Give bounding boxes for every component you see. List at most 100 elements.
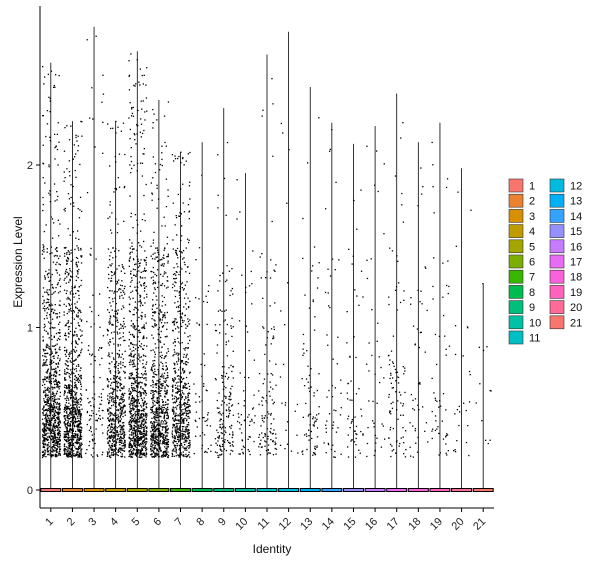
data-point <box>135 399 137 401</box>
data-point <box>54 383 56 385</box>
data-point <box>154 163 157 165</box>
data-point <box>123 444 125 446</box>
data-point <box>56 444 58 446</box>
data-point <box>189 410 191 412</box>
data-point <box>75 425 77 427</box>
data-point <box>107 379 109 381</box>
data-point <box>81 427 83 429</box>
data-point <box>142 326 144 328</box>
data-point <box>155 414 157 416</box>
data-point <box>74 248 76 251</box>
data-point <box>174 302 176 304</box>
data-point <box>145 434 147 436</box>
data-point <box>195 420 197 423</box>
data-point <box>49 403 51 405</box>
data-point <box>166 406 169 408</box>
data-point <box>53 432 56 434</box>
jitter-points-3 <box>85 35 105 458</box>
data-point <box>56 392 58 394</box>
data-point <box>167 403 169 405</box>
data-point <box>162 382 164 385</box>
data-point <box>143 414 145 416</box>
data-point <box>91 410 93 412</box>
data-point <box>142 348 144 350</box>
data-point <box>171 395 174 397</box>
data-point <box>151 417 153 419</box>
data-point <box>112 127 114 129</box>
data-point <box>135 380 137 382</box>
data-point <box>43 426 46 428</box>
data-point <box>131 415 133 417</box>
data-point <box>177 441 180 443</box>
data-point <box>154 437 156 440</box>
data-point <box>138 281 141 283</box>
data-point <box>161 362 164 365</box>
data-point <box>67 438 69 440</box>
data-point <box>53 357 55 359</box>
data-point <box>152 399 154 401</box>
data-point <box>167 439 170 441</box>
data-point <box>53 435 56 437</box>
data-point <box>186 410 188 412</box>
data-point <box>43 406 45 408</box>
data-point <box>123 431 126 433</box>
data-point <box>79 429 81 431</box>
data-point <box>139 395 141 397</box>
data-point <box>53 417 56 419</box>
data-point <box>47 453 50 456</box>
data-point <box>129 364 131 366</box>
data-point <box>49 363 51 366</box>
data-point <box>179 445 181 447</box>
data-point <box>46 289 48 291</box>
data-point <box>165 390 167 392</box>
data-point <box>73 398 75 400</box>
data-point <box>165 287 168 289</box>
data-point <box>198 417 201 420</box>
data-point <box>167 376 169 379</box>
data-point <box>118 362 120 365</box>
data-point <box>56 133 58 135</box>
data-point <box>114 367 117 369</box>
data-point <box>90 363 92 365</box>
data-point <box>116 439 118 441</box>
data-point <box>43 326 45 329</box>
data-point <box>49 372 51 374</box>
data-point <box>150 435 152 437</box>
data-point <box>108 452 110 454</box>
data-point <box>139 300 141 303</box>
data-point <box>54 437 56 439</box>
data-point <box>113 375 115 377</box>
data-point <box>75 314 78 316</box>
data-point <box>80 438 82 440</box>
data-point <box>180 452 182 454</box>
data-point <box>156 452 158 455</box>
data-point <box>179 415 181 418</box>
data-point <box>79 423 81 425</box>
data-point <box>122 445 125 447</box>
data-point <box>43 390 45 392</box>
data-point <box>183 438 186 440</box>
data-point <box>46 307 49 309</box>
data-point <box>47 450 49 452</box>
data-point <box>195 411 198 413</box>
data-point <box>106 432 108 434</box>
data-point <box>111 290 113 292</box>
data-point <box>129 102 131 104</box>
data-point <box>166 328 168 330</box>
data-point <box>162 325 164 328</box>
data-point <box>156 256 158 258</box>
data-point <box>135 374 138 377</box>
data-point <box>133 356 135 358</box>
data-point <box>53 441 55 443</box>
data-point <box>50 353 53 355</box>
data-point <box>180 433 182 435</box>
data-point <box>153 426 156 428</box>
data-point <box>44 417 46 420</box>
data-point <box>133 389 135 391</box>
data-point <box>130 216 132 218</box>
data-point <box>102 432 104 434</box>
data-point <box>158 333 160 336</box>
data-point <box>43 410 45 412</box>
data-point <box>54 409 56 412</box>
data-point <box>181 411 183 413</box>
